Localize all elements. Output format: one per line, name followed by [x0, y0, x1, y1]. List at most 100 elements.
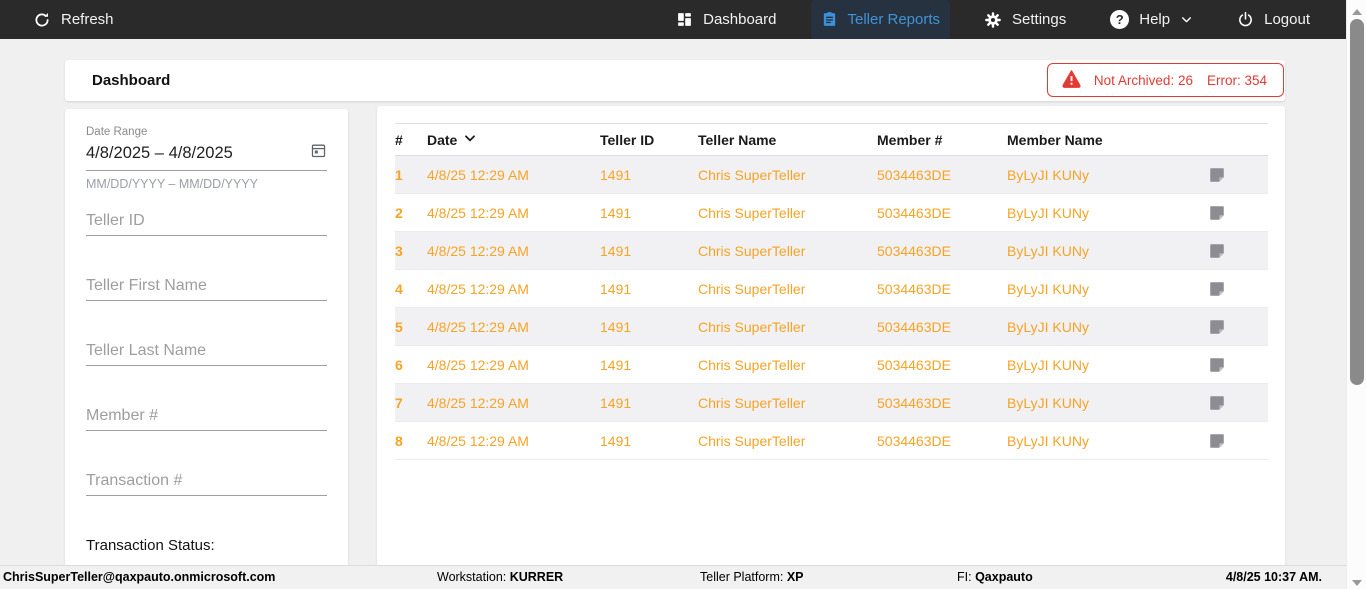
row-number: 2 — [395, 204, 403, 221]
table-header: # Date Teller ID Teller Name Member # Me… — [395, 123, 1268, 156]
cell-member-name: ByLyJI KUNy — [1007, 318, 1089, 335]
dashboard-grid-icon — [676, 11, 693, 28]
nav-item-label: Dashboard — [703, 11, 777, 28]
cell-member-number: 5034463DE — [877, 318, 951, 335]
date-range-input[interactable] — [86, 143, 310, 163]
table-row[interactable]: 4 4/8/25 12:29 AM 1491 Chris SuperTeller 503… — [395, 270, 1268, 308]
row-number: 8 — [395, 432, 403, 449]
cell-teller-id: 1491 — [600, 204, 632, 221]
platform-info: Teller Platform: XP — [700, 570, 804, 584]
cell-teller-name: Chris SuperTeller — [698, 318, 806, 335]
cell-date: 4/8/25 12:29 AM — [427, 280, 529, 297]
cell-member-number: 5034463DE — [877, 166, 951, 183]
page-title: Dashboard — [92, 72, 171, 89]
nav-item-help[interactable]: ? Help — [1100, 0, 1203, 39]
refresh-button[interactable]: Refresh — [33, 0, 114, 39]
column-header-date[interactable]: Date — [427, 131, 600, 148]
table-row[interactable]: 7 4/8/25 12:29 AM 1491 Chris SuperTeller 503… — [395, 384, 1268, 422]
row-number: 4 — [395, 280, 403, 297]
note-icon[interactable] — [1204, 242, 1268, 260]
cell-member-number: 5034463DE — [877, 432, 951, 449]
nav-item-teller-reports[interactable]: Teller Reports — [810, 0, 951, 39]
column-header-teller-name: Teller Name — [698, 131, 777, 148]
cell-date: 4/8/25 12:29 AM — [427, 318, 529, 335]
cell-teller-id: 1491 — [600, 318, 632, 335]
cell-teller-name: Chris SuperTeller — [698, 394, 806, 411]
column-header-member-name: Member Name — [1007, 131, 1103, 148]
cell-date: 4/8/25 12:29 AM — [427, 166, 529, 183]
cell-member-number: 5034463DE — [877, 356, 951, 373]
note-icon[interactable] — [1204, 204, 1268, 222]
nav-item-label: Teller Reports — [847, 11, 941, 28]
alert-badge[interactable]: Not Archived: 26 Error: 354 — [1046, 63, 1284, 97]
scroll-down-arrow[interactable] — [1351, 575, 1363, 586]
table-row[interactable]: 2 4/8/25 12:29 AM 1491 Chris SuperTeller 503… — [395, 194, 1268, 232]
not-archived-count: Not Archived: 26 — [1093, 72, 1193, 88]
user-email: ChrisSuperTeller@qaxpauto.onmicrosoft.co… — [3, 570, 276, 584]
cell-teller-id: 1491 — [600, 280, 632, 297]
nav-menu: Dashboard Teller Reports Settings ? Help — [666, 0, 1320, 39]
row-number: 3 — [395, 242, 403, 259]
page-header-card: Dashboard Not Archived: 26 Error: 354 — [65, 60, 1285, 101]
cell-date: 4/8/25 12:29 AM — [427, 394, 529, 411]
table-row[interactable]: 5 4/8/25 12:29 AM 1491 Chris SuperTeller 503… — [395, 308, 1268, 346]
column-header-member-number: Member # — [877, 131, 943, 148]
transaction-status-label: Transaction Status: — [86, 537, 215, 554]
note-icon[interactable] — [1204, 356, 1268, 374]
row-number: 1 — [395, 166, 403, 183]
cell-member-number: 5034463DE — [877, 204, 951, 221]
teller-id-input[interactable] — [86, 206, 327, 236]
transaction-number-input[interactable] — [86, 466, 327, 496]
member-number-input[interactable] — [86, 401, 327, 431]
cell-teller-name: Chris SuperTeller — [698, 242, 806, 259]
vertical-scrollbar[interactable] — [1346, 0, 1366, 589]
cell-teller-id: 1491 — [600, 166, 632, 183]
platform-value: XP — [786, 570, 804, 584]
fi-value: Qaxpauto — [975, 570, 1033, 584]
cell-member-name: ByLyJI KUNy — [1007, 166, 1089, 183]
table-row[interactable]: 3 4/8/25 12:29 AM 1491 Chris SuperTeller 503… — [395, 232, 1268, 270]
fi-info: FI: Qaxpauto — [957, 570, 1033, 584]
cell-teller-id: 1491 — [600, 356, 632, 373]
cell-date: 4/8/25 12:29 AM — [427, 432, 529, 449]
note-icon[interactable] — [1204, 166, 1268, 184]
cell-teller-name: Chris SuperTeller — [698, 204, 806, 221]
scrollbar-thumb[interactable] — [1349, 19, 1364, 385]
scroll-up-arrow[interactable] — [1351, 4, 1363, 15]
help-icon: ? — [1110, 10, 1130, 29]
filters-panel: Date Range MM/DD/YYYY – MM/DD/YYYY Trans… — [65, 109, 348, 565]
status-datetime: 4/8/25 10:37 AM. — [1225, 570, 1322, 584]
refresh-label: Refresh — [61, 11, 114, 28]
nav-item-label: Settings — [1012, 11, 1067, 28]
cell-member-number: 5034463DE — [877, 242, 951, 259]
note-icon[interactable] — [1204, 280, 1268, 298]
teller-first-name-input[interactable] — [86, 271, 327, 301]
table-row[interactable]: 8 4/8/25 12:29 AM 1491 Chris SuperTeller 503… — [395, 422, 1268, 460]
nav-item-dashboard[interactable]: Dashboard — [666, 0, 786, 39]
workstation-value: KURRER — [509, 570, 564, 584]
cell-teller-name: Chris SuperTeller — [698, 432, 806, 449]
cell-member-name: ByLyJI KUNy — [1007, 356, 1089, 373]
teller-last-name-input[interactable] — [86, 336, 327, 366]
note-icon[interactable] — [1204, 394, 1268, 412]
table-body: 1 4/8/25 12:29 AM 1491 Chris SuperTeller 503… — [395, 156, 1268, 460]
cell-date: 4/8/25 12:29 AM — [427, 204, 529, 221]
cell-teller-id: 1491 — [600, 394, 632, 411]
table-row[interactable]: 1 4/8/25 12:29 AM 1491 Chris SuperTeller 503… — [395, 156, 1268, 194]
cell-date: 4/8/25 12:29 AM — [427, 356, 529, 373]
sort-descending-icon — [463, 131, 477, 148]
nav-item-settings[interactable]: Settings — [974, 0, 1076, 39]
power-icon — [1237, 11, 1254, 28]
cell-member-name: ByLyJI KUNy — [1007, 204, 1089, 221]
cell-teller-id: 1491 — [600, 242, 632, 259]
error-count: Error: 354 — [1206, 72, 1267, 88]
cell-teller-name: Chris SuperTeller — [698, 166, 806, 183]
table-row[interactable]: 6 4/8/25 12:29 AM 1491 Chris SuperTeller 503… — [395, 346, 1268, 384]
note-icon[interactable] — [1204, 432, 1268, 450]
cell-member-number: 5034463DE — [877, 280, 951, 297]
note-icon[interactable] — [1204, 318, 1268, 336]
cell-member-name: ByLyJI KUNy — [1007, 280, 1089, 297]
calendar-icon[interactable] — [310, 142, 327, 164]
nav-item-logout[interactable]: Logout — [1227, 0, 1320, 39]
gear-icon — [984, 11, 1002, 29]
